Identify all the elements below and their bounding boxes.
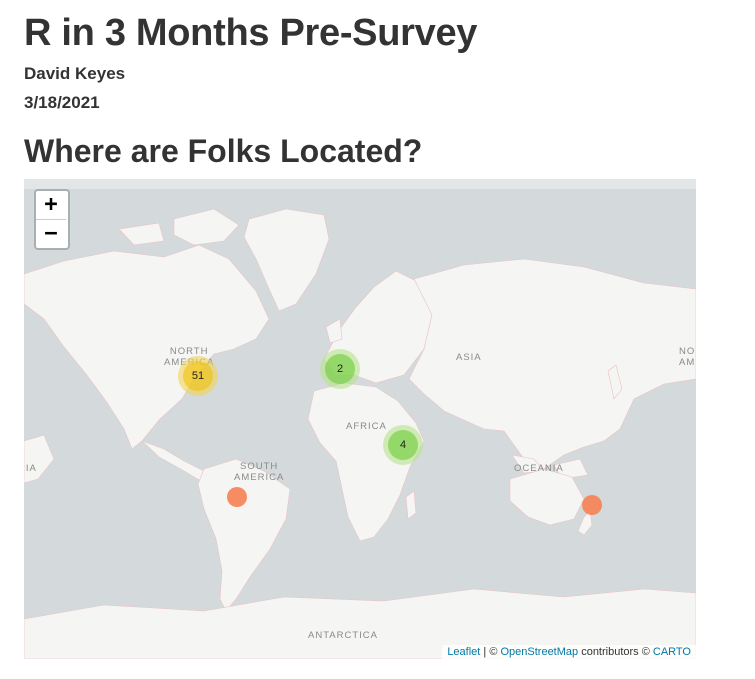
south-america-label-line2: AMERICA xyxy=(234,472,285,483)
date: 3/18/2021 xyxy=(24,93,100,112)
region-label-africa: AFRICA xyxy=(346,421,387,432)
leaflet-link[interactable]: Leaflet xyxy=(447,646,481,658)
new-zealand-marker[interactable] xyxy=(582,495,602,515)
cluster-europe[interactable]: 2 xyxy=(320,349,360,389)
cluster-east-africa[interactable]: 4 xyxy=(383,425,423,465)
cluster-count: 51 xyxy=(183,361,213,391)
openstreetmap-link[interactable]: OpenStreetMap xyxy=(500,646,579,658)
map-container[interactable]: + − NORTH AMERICA SOUTH AMERICA ASIA AFR… xyxy=(24,179,696,659)
region-label-asia: ASIA xyxy=(456,352,482,363)
author: David Keyes xyxy=(24,64,126,83)
region-label-antarctica: ANTARCTICA xyxy=(308,630,378,641)
north-america-label-line1: NORTH xyxy=(169,346,209,357)
map-attribution: Leaflet | © OpenStreetMap contributors ©… xyxy=(442,645,696,659)
zoom-control: + − xyxy=(34,189,70,250)
cluster-north-america[interactable]: 51 xyxy=(178,356,218,396)
carto-link[interactable]: CARTO xyxy=(652,646,691,658)
basemap-tiles[interactable] xyxy=(24,179,696,659)
region-label-left-edge: RIA xyxy=(24,463,37,474)
right-edge-label-line2: AME xyxy=(679,357,696,368)
cluster-count: 4 xyxy=(388,430,418,460)
south-america-marker[interactable] xyxy=(227,487,247,507)
attribution-contributors: contributors © xyxy=(578,646,653,658)
page-title: R in 3 Months Pre-Survey xyxy=(24,12,478,54)
section-title: Where are Folks Located? xyxy=(24,133,423,169)
region-label-right-edge: NO AME xyxy=(679,346,696,368)
region-label-south-america: SOUTH AMERICA xyxy=(234,461,284,483)
region-label-oceania: OCEANIA xyxy=(514,463,564,474)
south-america-label-line1: SOUTH xyxy=(240,461,279,472)
attribution-separator: | © xyxy=(480,646,501,658)
zoom-out-button[interactable]: − xyxy=(44,221,58,246)
right-edge-label-line1: NO xyxy=(679,346,696,357)
cluster-count: 2 xyxy=(325,354,355,384)
zoom-in-button[interactable]: + xyxy=(36,191,66,220)
